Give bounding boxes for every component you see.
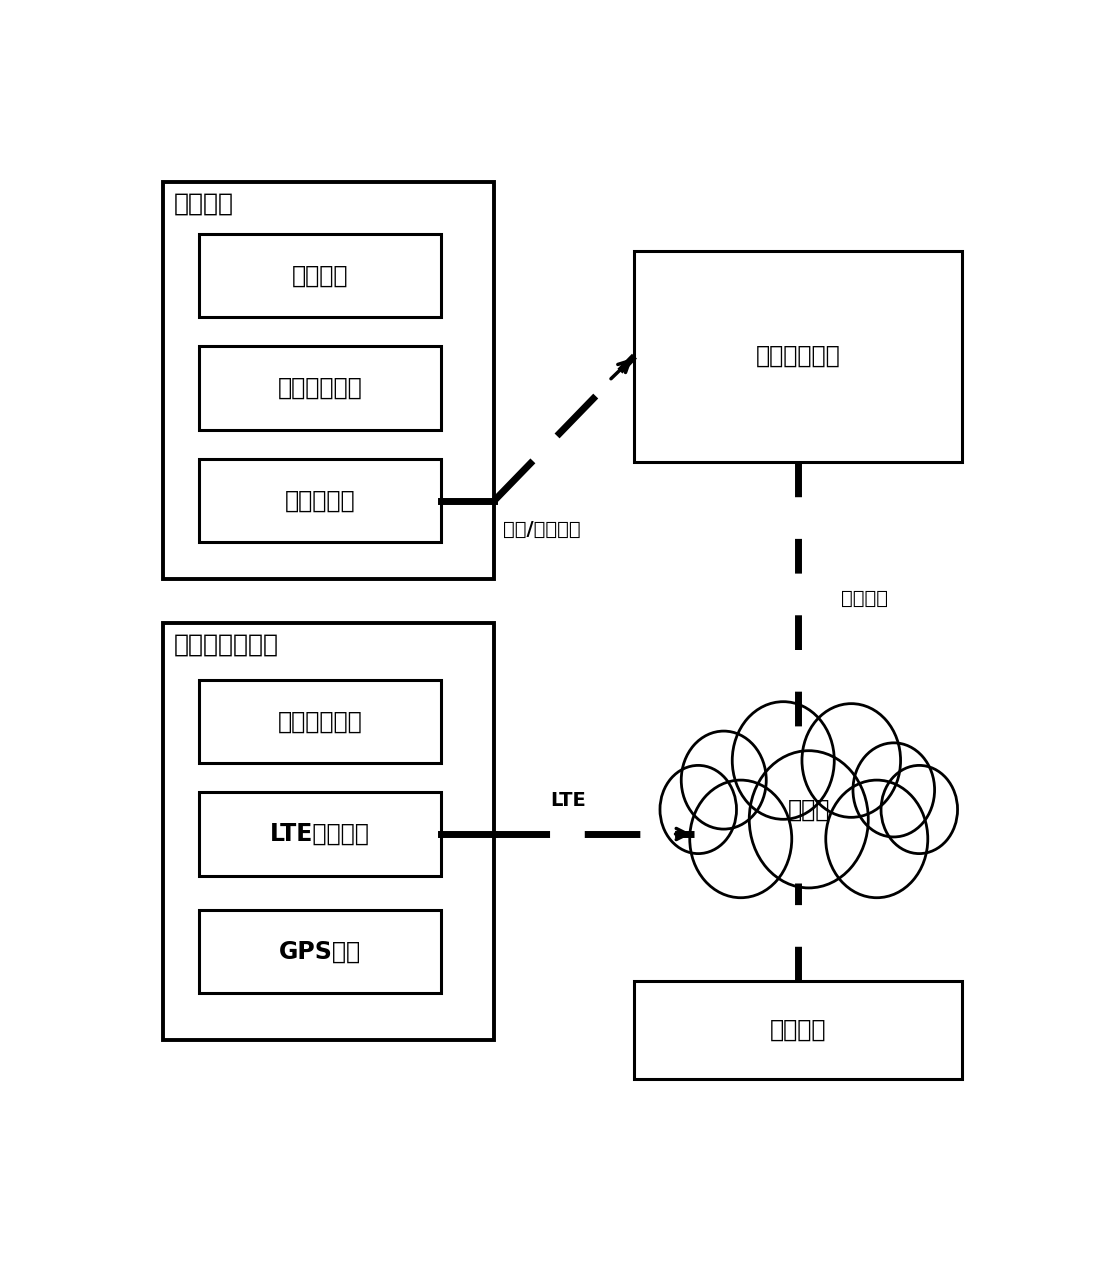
- FancyBboxPatch shape: [162, 624, 495, 1040]
- Text: 视频传感器: 视频传感器: [284, 489, 355, 513]
- Circle shape: [660, 765, 736, 854]
- Text: 视频/语音传输: 视频/语音传输: [502, 521, 580, 540]
- FancyBboxPatch shape: [199, 346, 441, 430]
- FancyBboxPatch shape: [634, 981, 962, 1080]
- Circle shape: [681, 731, 766, 829]
- Circle shape: [690, 780, 792, 897]
- Text: 医院监测平台: 医院监测平台: [756, 344, 840, 368]
- Text: 语音通讯模块: 语音通讯模块: [278, 709, 362, 733]
- Text: GPS模块: GPS模块: [279, 939, 361, 964]
- FancyBboxPatch shape: [199, 680, 441, 763]
- FancyBboxPatch shape: [199, 792, 441, 876]
- Circle shape: [853, 743, 935, 836]
- Text: 云平台: 云平台: [788, 797, 830, 821]
- FancyBboxPatch shape: [199, 910, 441, 993]
- Circle shape: [881, 765, 958, 854]
- FancyBboxPatch shape: [199, 460, 441, 542]
- Text: 医疗设备: 医疗设备: [173, 192, 234, 216]
- Circle shape: [733, 701, 834, 820]
- Text: LTE: LTE: [551, 791, 587, 810]
- Text: 检测设备: 检测设备: [292, 264, 348, 288]
- Text: 交通系统: 交通系统: [770, 1018, 826, 1043]
- Text: 网络传输: 网络传输: [840, 589, 887, 608]
- Circle shape: [749, 751, 869, 889]
- Circle shape: [802, 704, 901, 817]
- Text: 无线通讯模块: 无线通讯模块: [278, 376, 362, 400]
- Circle shape: [826, 780, 928, 897]
- FancyBboxPatch shape: [634, 251, 962, 462]
- Text: 车联网智能终端: 车联网智能终端: [173, 633, 279, 657]
- FancyBboxPatch shape: [199, 234, 441, 317]
- FancyBboxPatch shape: [162, 182, 495, 579]
- Text: LTE通信模块: LTE通信模块: [270, 822, 370, 847]
